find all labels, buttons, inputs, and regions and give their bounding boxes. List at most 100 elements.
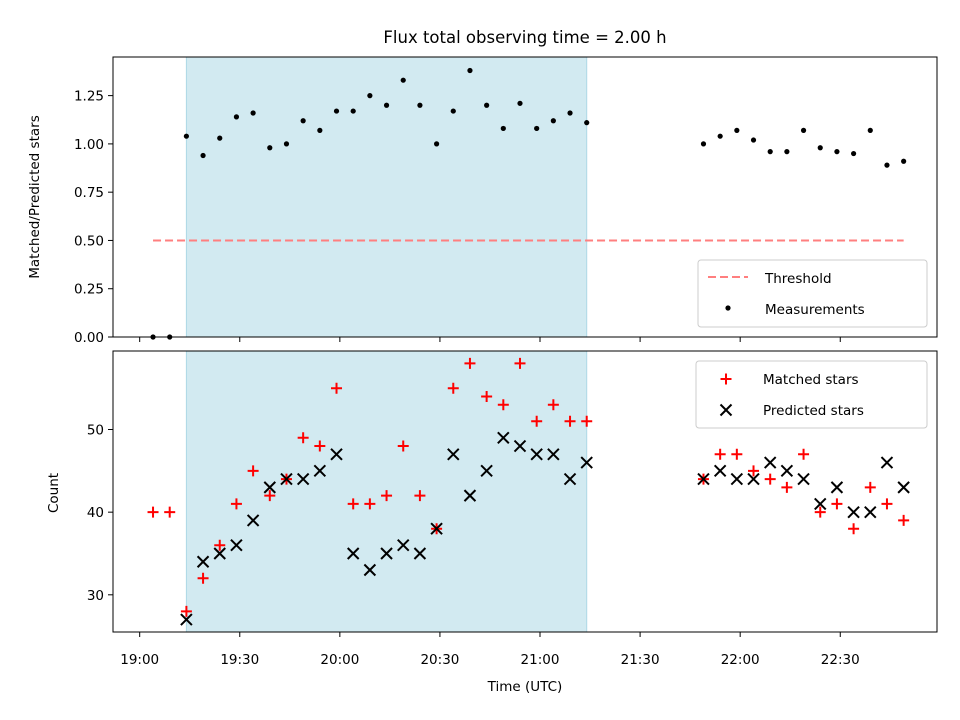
measurement-point bbox=[317, 127, 323, 133]
measurement-point bbox=[700, 141, 707, 147]
matched-star-point bbox=[781, 481, 793, 493]
matched-star-point bbox=[447, 382, 459, 394]
predicted-star-point bbox=[463, 489, 477, 502]
matched-star-point bbox=[464, 357, 476, 369]
ratio-y-tick-label: 0.00 bbox=[74, 330, 104, 346]
matched-star-point bbox=[164, 506, 176, 518]
measurement-point bbox=[183, 133, 189, 139]
x-tick-label: 20:00 bbox=[320, 652, 359, 668]
predicted-star-point bbox=[380, 547, 393, 560]
count-y-tick-label: 40 bbox=[87, 505, 104, 521]
count-y-tick-label: 30 bbox=[87, 588, 104, 604]
measurement-point bbox=[734, 127, 740, 133]
bottom-y-axis-label: Count bbox=[46, 473, 62, 513]
measurement-point bbox=[200, 152, 206, 159]
predicted-star-point bbox=[697, 472, 710, 486]
matched-star-point bbox=[381, 490, 393, 502]
x-axis-label: Time (UTC) bbox=[487, 679, 563, 695]
predicted-star-point bbox=[363, 563, 377, 577]
measurement-point bbox=[267, 145, 273, 151]
predicted-star-point bbox=[280, 472, 293, 486]
matched-star-point bbox=[331, 382, 343, 394]
count-y-tick-label: 50 bbox=[87, 423, 104, 439]
matched-star-point bbox=[347, 498, 359, 510]
count-axes-frame bbox=[112, 350, 938, 633]
x-tick-label: 19:00 bbox=[120, 652, 159, 668]
matched-star-point bbox=[864, 481, 876, 493]
predicted-star-point bbox=[346, 547, 360, 560]
measurement-point bbox=[884, 162, 890, 168]
measurement-point bbox=[333, 108, 340, 114]
x-tick-label: 19:30 bbox=[220, 652, 259, 668]
legend-predicted-swatch bbox=[719, 403, 733, 417]
measurement-point bbox=[534, 125, 540, 132]
matched-star-point bbox=[748, 465, 760, 477]
matched-star-point bbox=[898, 514, 910, 526]
measurement-point bbox=[217, 135, 223, 141]
predicted-star-point bbox=[430, 522, 443, 535]
measurement-point bbox=[850, 150, 857, 157]
count-panel: 30 40 50 19:00 19:30 20:00 20:30 21:00 21:30 22:0… bbox=[87, 350, 938, 668]
legend-predicted-label: Predicted stars bbox=[763, 403, 864, 419]
measurement-point bbox=[901, 158, 907, 164]
x-tick-label: 22:00 bbox=[721, 652, 760, 668]
legend-measurements-label: Measurements bbox=[765, 302, 865, 318]
predicted-star-point bbox=[780, 464, 794, 478]
measurement-point bbox=[750, 137, 757, 143]
matched-star-point bbox=[881, 498, 893, 510]
x-tick-label: 22:30 bbox=[821, 652, 860, 668]
matched-star-point bbox=[297, 432, 309, 444]
predicted-star-point bbox=[480, 464, 493, 478]
matched-star-point bbox=[147, 506, 159, 518]
measurement-point bbox=[800, 127, 807, 133]
measurement-point bbox=[817, 145, 823, 151]
measurement-point bbox=[717, 133, 723, 139]
matched-star-point bbox=[197, 572, 209, 584]
ratio-observing-window bbox=[185, 56, 588, 338]
predicted-star-point bbox=[814, 497, 827, 511]
matched-star-point bbox=[264, 490, 276, 502]
ratio-y-tick-label: 0.50 bbox=[74, 233, 104, 249]
measurement-point bbox=[584, 120, 590, 126]
legend-matched-swatch bbox=[720, 373, 732, 385]
ratio-y-tick-label: 1.00 bbox=[74, 137, 104, 153]
measurement-point bbox=[433, 141, 440, 147]
measurement-point bbox=[784, 149, 790, 155]
predicted-star-point bbox=[830, 481, 844, 494]
predicted-star-point bbox=[797, 472, 810, 486]
measurement-point bbox=[867, 127, 873, 133]
matched-star-point bbox=[714, 448, 726, 460]
predicted-star-point bbox=[413, 547, 427, 560]
predicted-star-point bbox=[313, 464, 327, 478]
ratio-panel: 0.00 0.25 0.50 0.75 1.00 1.25 Threshold Measure… bbox=[74, 56, 938, 346]
measurement-point bbox=[300, 118, 306, 124]
predicted-star-point bbox=[180, 613, 193, 626]
matched-star-point bbox=[731, 448, 743, 460]
matched-star-point bbox=[497, 399, 509, 411]
x-tick-label: 21:30 bbox=[621, 652, 660, 668]
measurement-point bbox=[233, 114, 240, 120]
measurement-point bbox=[484, 102, 490, 108]
measurement-point bbox=[417, 102, 423, 108]
matched-star-point bbox=[230, 498, 242, 510]
predicted-star-point bbox=[730, 472, 744, 486]
predicted-star-point bbox=[330, 448, 343, 461]
matched-star-point bbox=[581, 415, 593, 427]
legend-matched-label: Matched stars bbox=[763, 372, 859, 388]
ratio-y-tick-label: 0.25 bbox=[74, 282, 104, 298]
measurement-point bbox=[283, 141, 290, 147]
predicted-star-point bbox=[747, 472, 760, 486]
measurement-point bbox=[350, 108, 356, 114]
predicted-star-point bbox=[196, 555, 210, 568]
measurement-point bbox=[250, 110, 256, 116]
ratio-legend bbox=[697, 259, 928, 328]
matched-star-point bbox=[564, 415, 576, 427]
predicted-star-point bbox=[447, 448, 460, 461]
matched-star-point bbox=[547, 399, 559, 411]
predicted-star-point bbox=[713, 464, 727, 478]
predicted-star-point bbox=[513, 439, 527, 453]
ratio-axes-frame bbox=[112, 56, 938, 338]
predicted-star-point bbox=[397, 539, 410, 552]
matched-star-point bbox=[364, 498, 376, 510]
